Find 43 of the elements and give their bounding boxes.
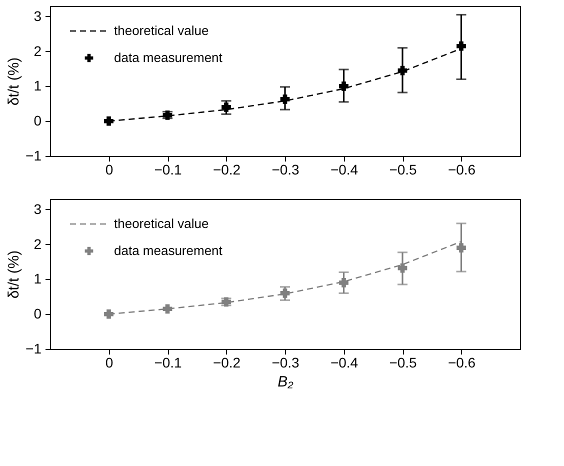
x-tick-label: −0.5	[389, 162, 418, 178]
y-tick-label: −1	[26, 340, 42, 356]
legend-label: theoretical value	[114, 23, 209, 38]
point	[104, 116, 114, 126]
legend-label: data measurement	[114, 50, 223, 65]
x-tick-label: −0.5	[389, 354, 418, 370]
point	[456, 41, 466, 51]
x-tick-label: −0.4	[330, 162, 358, 178]
y-tick-label: 0	[34, 112, 42, 129]
y-tick-label: 2	[34, 236, 42, 252]
y-tick-label: 3	[34, 8, 42, 24]
y-axis-title: δt/t (%)	[6, 250, 23, 299]
y-tick-label: 0	[34, 306, 42, 322]
point	[339, 82, 348, 91]
x-tick-label: −0.6	[448, 162, 476, 178]
point	[280, 288, 290, 298]
x-tick-label: −0.1	[154, 162, 182, 178]
point	[162, 304, 172, 314]
point	[398, 263, 408, 273]
y-tick-label: −1	[26, 148, 42, 164]
y-tick-label: 3	[34, 200, 42, 217]
y-tick-label: 1	[34, 270, 42, 287]
y-tick-label: 2	[34, 42, 42, 59]
y-axis-title: δt/t (%)	[6, 57, 23, 106]
x-tick-label: −0.2	[212, 354, 241, 370]
x-tick-label: 0	[105, 162, 114, 178]
x-tick-label: −0.6	[448, 354, 476, 370]
x-tick-label: −0.3	[272, 162, 300, 178]
y-tick-label: 1	[34, 78, 42, 94]
point	[104, 309, 114, 319]
point	[339, 278, 348, 288]
point	[280, 94, 290, 104]
x-axis-title: B₂	[278, 374, 294, 390]
x-tick-label: 0	[105, 354, 114, 370]
x-tick-label: −0.4	[330, 354, 358, 370]
x-tick-label: −0.3	[272, 354, 300, 370]
x-tick-label: −0.2	[212, 162, 241, 178]
point	[222, 102, 231, 112]
point	[398, 66, 408, 76]
legend-label: data measurement	[114, 243, 223, 258]
legend-label: theoretical value	[114, 216, 209, 231]
point	[456, 243, 466, 253]
x-tick-label: −0.1	[154, 354, 182, 370]
